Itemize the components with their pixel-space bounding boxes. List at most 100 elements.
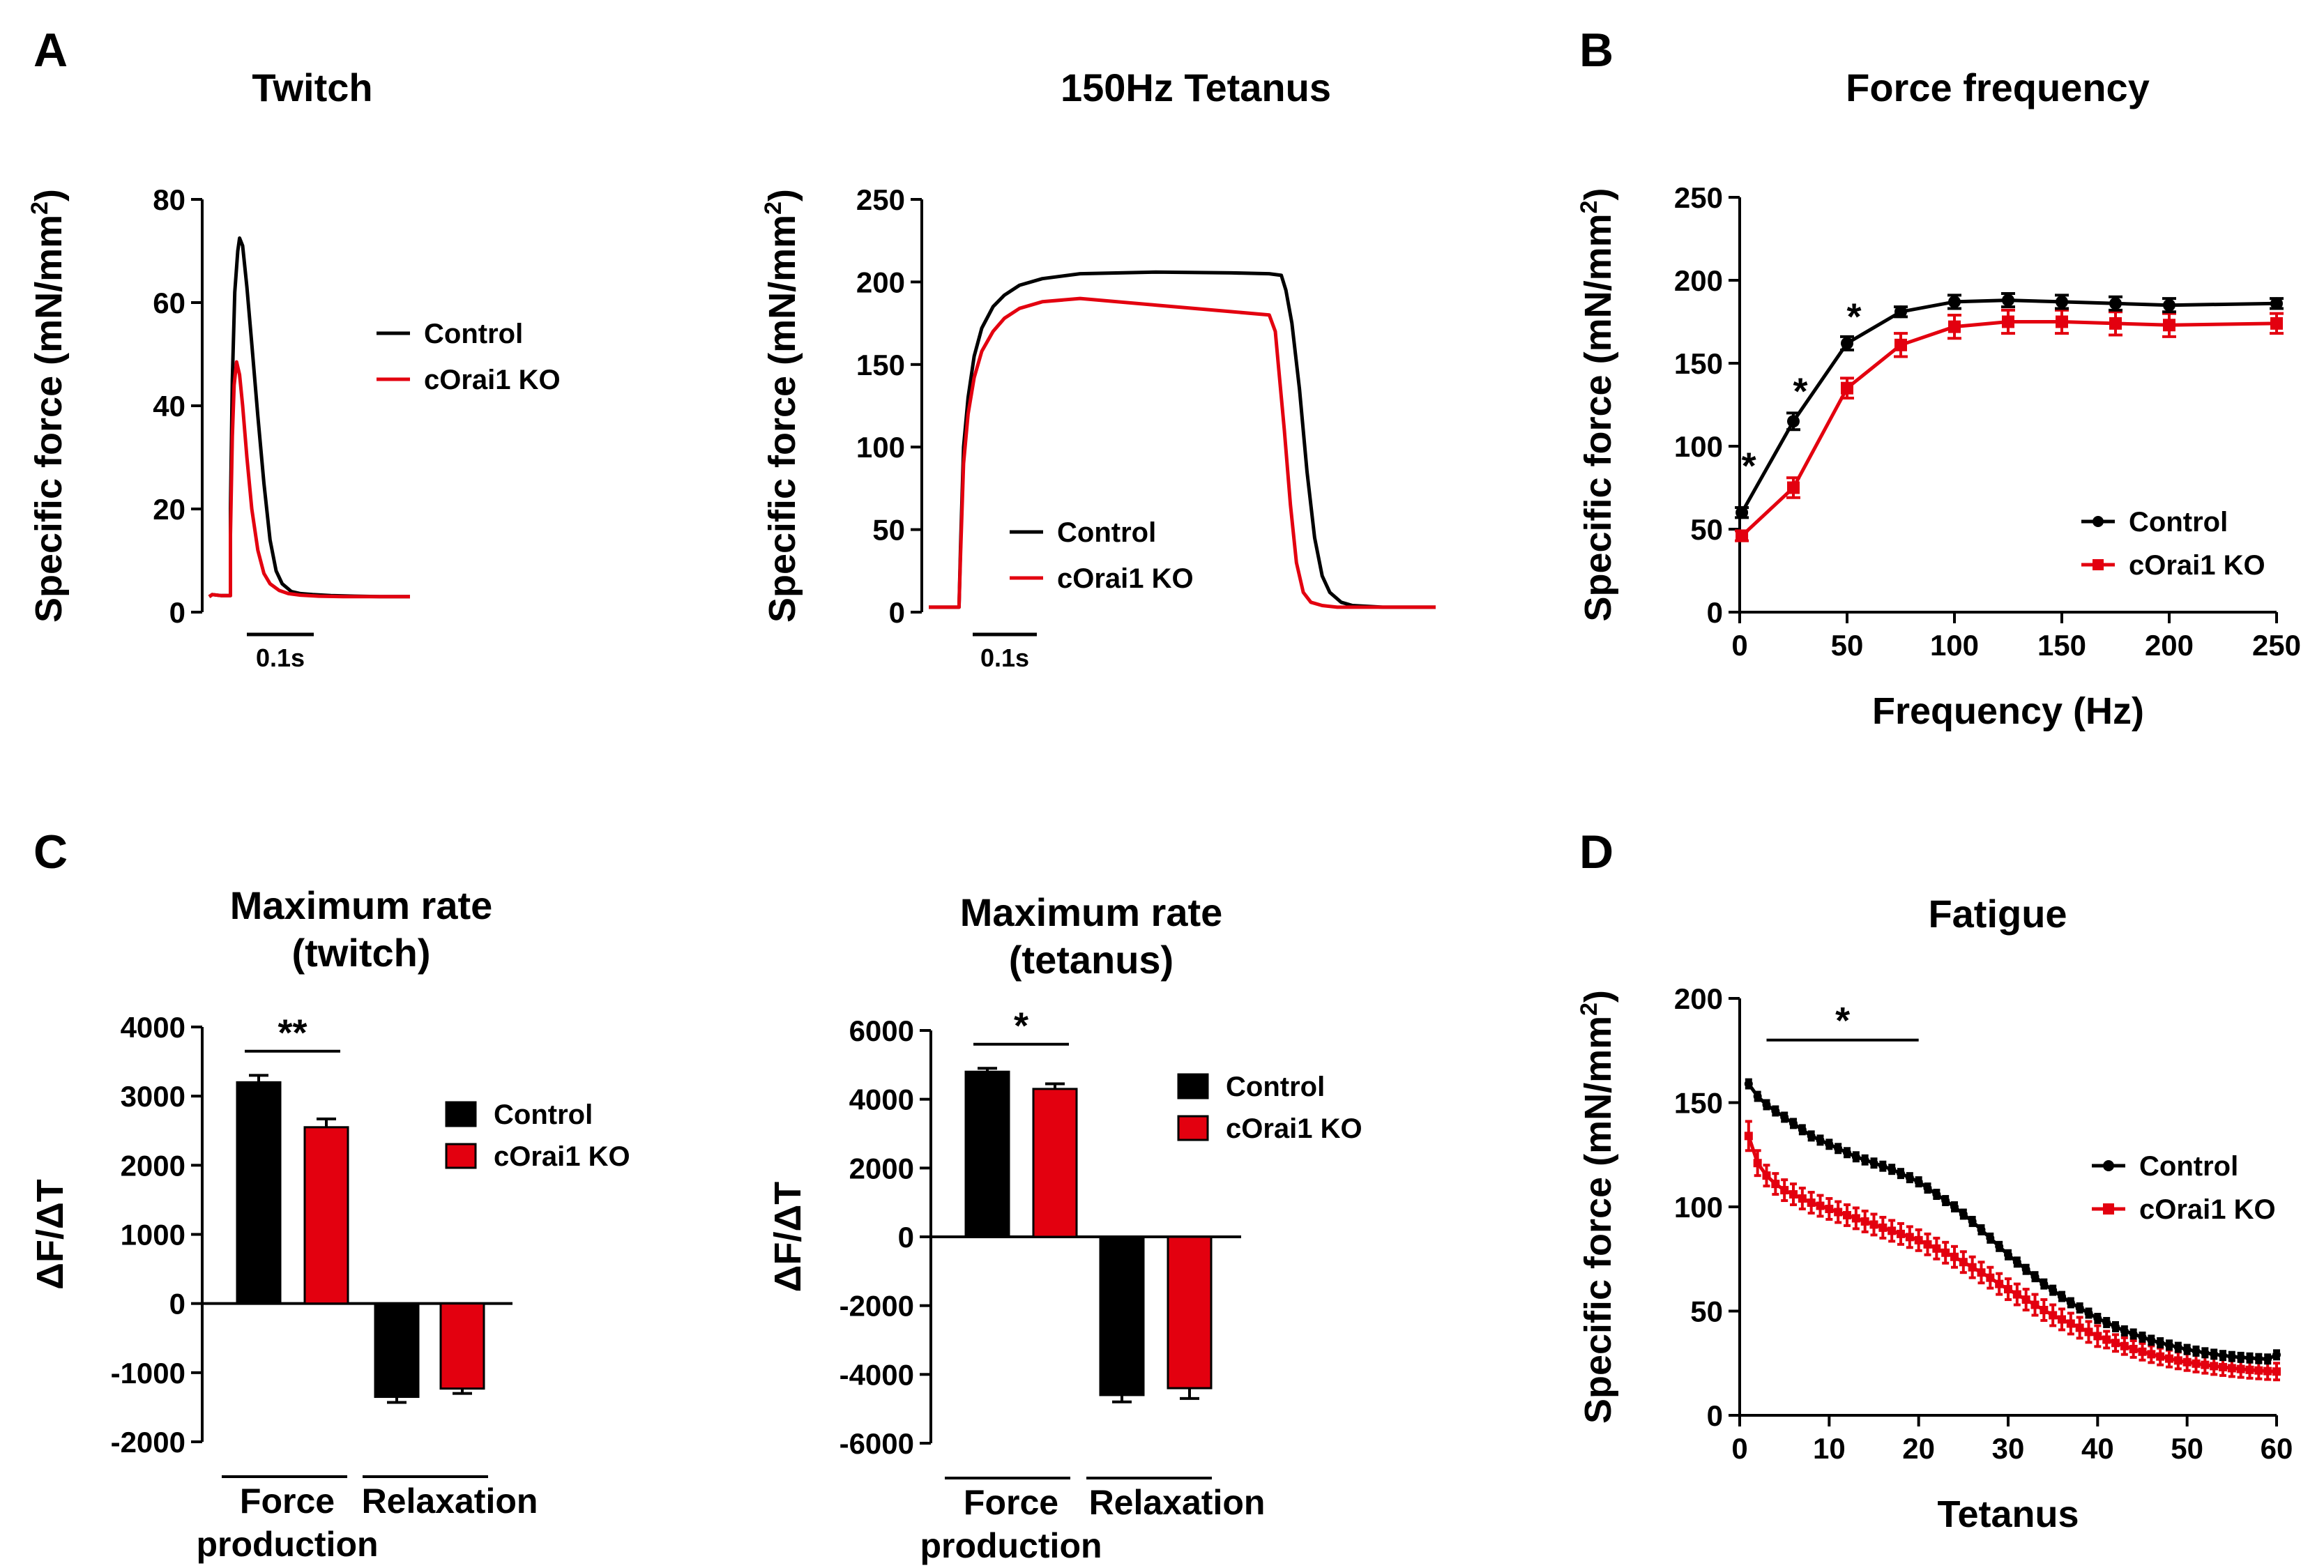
marker-control (2129, 1330, 2138, 1339)
x-tick-label: 0 (1731, 629, 1747, 662)
bar-ko (1167, 1235, 1213, 1390)
marker-control (2147, 1336, 2156, 1345)
significance-star: * (1846, 296, 1861, 337)
panel-letter-b: B (1579, 24, 1613, 77)
marker-control (2138, 1332, 2147, 1341)
y-tick-label: 100 (856, 431, 905, 464)
marker-control (1932, 1190, 1941, 1199)
marker-control (1905, 1173, 1914, 1182)
x-tick-label: 30 (1992, 1432, 2025, 1465)
panel-letter-c: C (33, 825, 68, 878)
series-ko-trace (208, 360, 410, 599)
marker-ko (1843, 1210, 1851, 1219)
y-tick-label: 150 (1674, 1087, 1723, 1120)
marker-ko (2272, 1367, 2281, 1376)
marker-ko (2066, 1319, 2075, 1328)
y-tick-label: 50 (1690, 513, 1723, 546)
marker-control (2040, 1279, 2049, 1288)
legend-label-ko: cOrai1 KO (1226, 1113, 1362, 1144)
marker-control (2012, 1258, 2021, 1267)
y-tick-label: 0 (169, 1288, 185, 1320)
marker-ko (1932, 1244, 1941, 1253)
marker-control (1959, 1210, 1968, 1219)
marker-ko (1923, 1240, 1932, 1249)
significance-star: * (1014, 1005, 1028, 1047)
y-axis-label: ΔF/ΔT (767, 1182, 809, 1293)
marker-control (2102, 1318, 2111, 1327)
significance-star: * (1793, 370, 1807, 412)
marker-control (2192, 1346, 2201, 1355)
legend-label-control: Control (2139, 1151, 2238, 1182)
legend-label-ko: cOrai1 KO (494, 1141, 630, 1172)
x-tick-label: 20 (1902, 1432, 1935, 1465)
bar-ko (303, 1126, 349, 1305)
marker-control (2263, 1355, 2272, 1364)
y-tick-label: 50 (872, 514, 905, 547)
bar-ko (1032, 1088, 1078, 1238)
y-tick-label: 4000 (121, 1011, 185, 1044)
marker-ko (2111, 1339, 2120, 1348)
marker-ko (1744, 1132, 1753, 1141)
marker-control (1851, 1152, 1860, 1162)
marker-ko (2075, 1323, 2084, 1332)
chart-fatigue: Fatigue 0 50 100 150 200 0 10 20 30 40 50 60 Tetanus S… (1576, 892, 2293, 1535)
y-tick-label: 1000 (121, 1219, 185, 1251)
marker-ko (2049, 1311, 2058, 1320)
legend-label-control: Control (424, 319, 523, 349)
marker-ko (1959, 1258, 1968, 1267)
marker-control (2109, 297, 2122, 310)
chart-title: Maximum rate (960, 890, 1223, 934)
y-tick-label: 50 (1690, 1295, 1723, 1328)
marker-control (1753, 1092, 1762, 1101)
legend-swatch (445, 1143, 477, 1169)
marker-control (1834, 1144, 1843, 1153)
y-tick-label: -2000 (840, 1290, 914, 1323)
y-tick-label: 2000 (849, 1152, 914, 1185)
bar-control (1099, 1235, 1145, 1396)
y-tick-label: 0 (1707, 1399, 1723, 1432)
chart-tetanus: 150Hz Tetanus 0 50 100 150 200 250 Specific for… (760, 66, 1436, 672)
marker-control (1968, 1217, 1977, 1226)
y-tick-label: 60 (153, 287, 185, 319)
marker-ko (2156, 1352, 2165, 1361)
y-tick-label: 200 (1674, 264, 1723, 297)
marker-ko (2192, 1359, 2201, 1368)
marker-ko (1986, 1273, 1995, 1282)
scale-bar-label: 0.1s (980, 644, 1029, 672)
marker-ko (2021, 1295, 2030, 1304)
marker-ko (1878, 1223, 1888, 1232)
marker-control (1825, 1140, 1834, 1149)
category-label: Force (964, 1483, 1058, 1522)
marker-ko (2102, 1335, 2111, 1344)
y-tick-label: 200 (856, 266, 905, 298)
legend-label-control: Control (1226, 1072, 1325, 1102)
marker-control (2058, 1292, 2066, 1301)
marker-ko (2120, 1341, 2129, 1350)
series-ko-trace (929, 296, 1436, 609)
y-axis-label: Specific force (mN/mm2) (1576, 188, 1619, 621)
y-tick-label: 0 (898, 1221, 914, 1254)
y-tick-label: 0 (1707, 596, 1723, 629)
y-tick-label: -6000 (840, 1427, 914, 1460)
marker-ko (2084, 1327, 2093, 1337)
marker-ko (2210, 1362, 2219, 1371)
bar-ko (439, 1302, 485, 1390)
y-tick-label: 100 (1674, 1191, 1723, 1224)
chart-max-rate-twitch: Maximum rate(twitch) 4000 3000 2000 1000 0 -10… (29, 883, 630, 1564)
marker-control (1897, 1169, 1905, 1178)
panel-letter-d: D (1579, 825, 1613, 878)
marker-control (1787, 415, 1800, 428)
y-axis-label: Specific force (mN/mm2) (1576, 990, 1619, 1424)
y-tick-label: 250 (1674, 181, 1723, 214)
legend-marker (2093, 516, 2104, 527)
marker-ko (1869, 1220, 1878, 1229)
marker-control (2093, 1314, 2102, 1323)
marker-ko (2270, 317, 2283, 330)
panel-letter-a: A (33, 24, 68, 77)
marker-ko (2109, 317, 2122, 330)
marker-control (1948, 295, 1961, 308)
y-tick-label: 2000 (121, 1149, 185, 1182)
category-label: production (196, 1525, 378, 1564)
marker-control (1841, 337, 1853, 350)
